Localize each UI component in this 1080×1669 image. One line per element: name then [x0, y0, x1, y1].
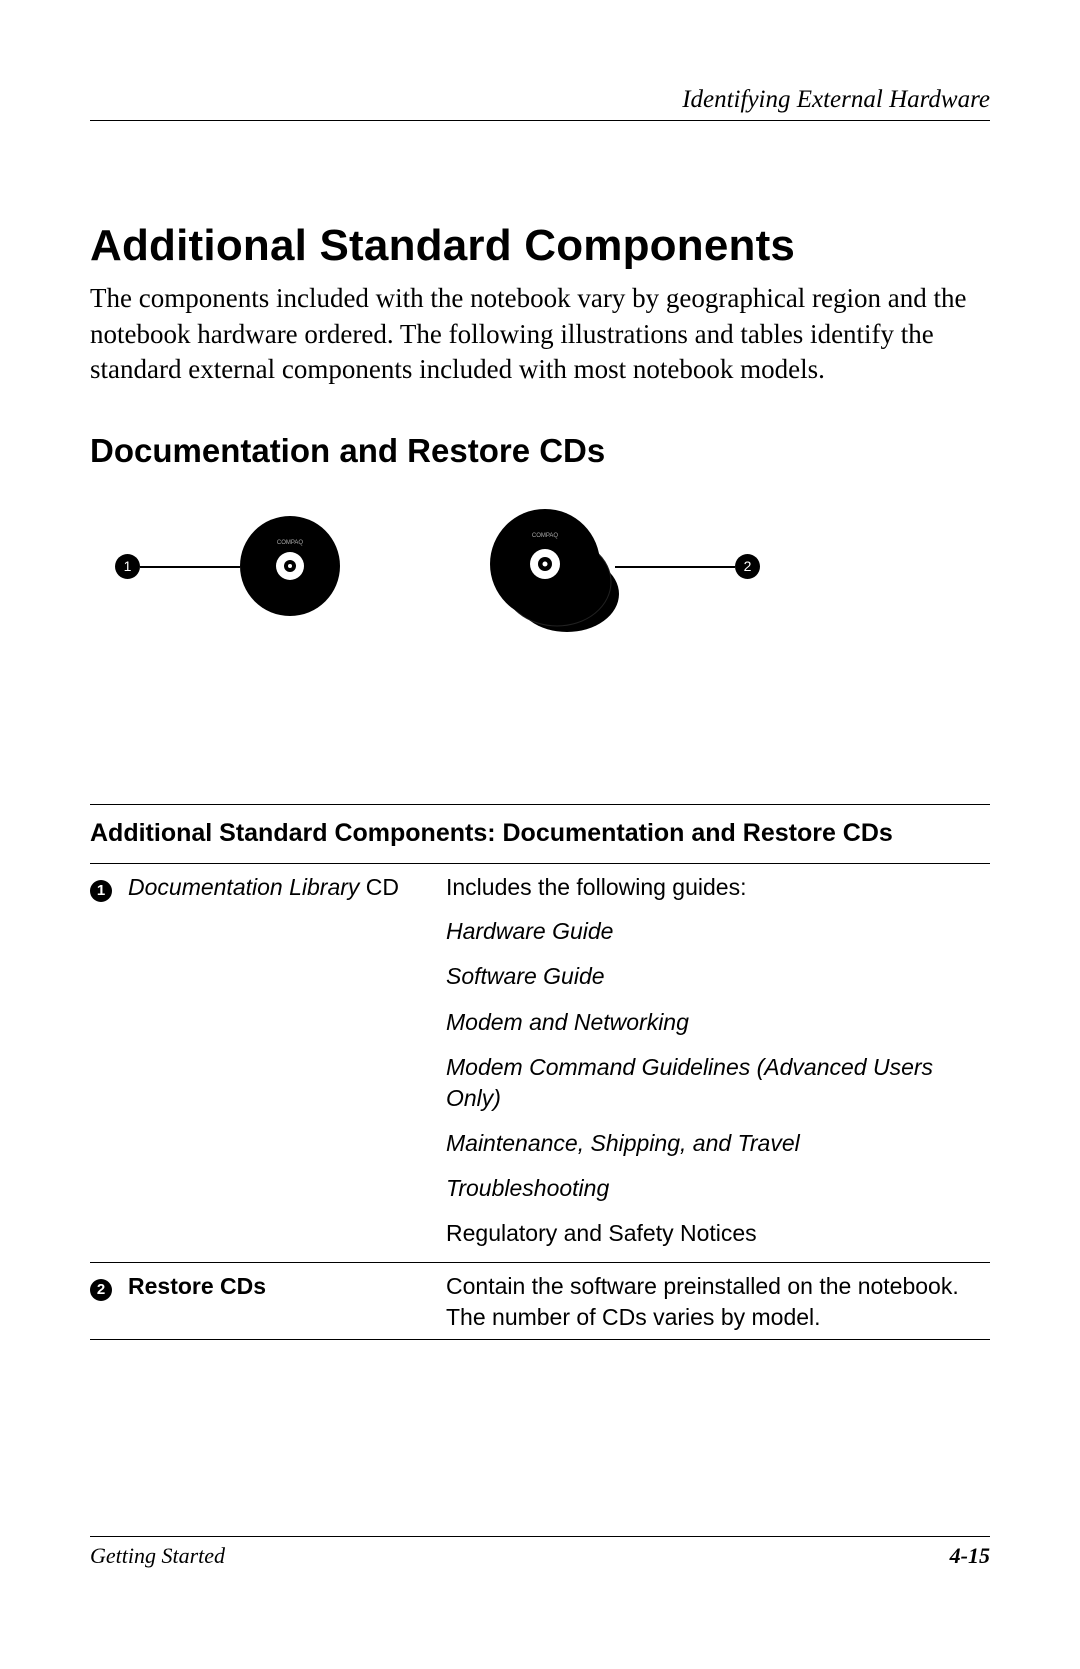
components-table: Additional Standard Components: Document… — [90, 804, 990, 1340]
guide-item: Software Guide — [446, 954, 982, 999]
table-row: 2 Restore CDs Contain the software prein… — [90, 1262, 990, 1339]
intro-paragraph: The components included with the noteboo… — [90, 281, 990, 388]
footer-right: 4-15 — [950, 1543, 990, 1569]
guide-item: Troubleshooting — [446, 1166, 982, 1211]
row-name-cell: Documentation Library CD — [128, 864, 446, 1262]
guide-item: Modem Command Guidelines (Advanced Users… — [446, 1045, 982, 1121]
row-callout-cell: 2 — [90, 1262, 128, 1339]
guide-item: Maintenance, Shipping, and Travel — [446, 1121, 982, 1166]
table-row: 1 Documentation Library CD Includes the … — [90, 864, 990, 1262]
row1-name-italic: Documentation Library — [128, 874, 359, 900]
row-callout-cell: 1 — [90, 864, 128, 1262]
header-rule — [90, 120, 990, 121]
cd-figure: 1 COMPAQ COMPAQ 2 — [90, 494, 990, 684]
table-bottom-rule — [90, 1339, 990, 1340]
cd-stack-icon: COMPAQ — [485, 504, 635, 644]
footer-row: Getting Started 4-15 — [90, 1543, 990, 1569]
chapter-title: Identifying External Hardware — [90, 86, 990, 114]
leader-line-2 — [615, 566, 735, 568]
guide-item: Hardware Guide — [446, 909, 982, 954]
table-caption: Additional Standard Components: Document… — [90, 805, 990, 864]
leader-line-1 — [140, 566, 240, 568]
components-table-body: 1 Documentation Library CD Includes the … — [90, 863, 990, 1339]
cd-single-icon: COMPAQ — [240, 516, 340, 616]
page-title: Additional Standard Components — [90, 221, 990, 271]
page-footer: Getting Started 4-15 — [90, 1536, 990, 1569]
document-page: Identifying External Hardware Additional… — [0, 0, 1080, 1669]
svg-text:COMPAQ: COMPAQ — [532, 533, 559, 539]
callout-symbol-2: 2 — [90, 1279, 112, 1301]
callout-badge-1: 1 — [115, 554, 140, 579]
guide-item: Modem and Networking — [446, 1000, 982, 1045]
callout-symbol-1: 1 — [90, 880, 112, 902]
guide-item-plain: Regulatory and Safety Notices — [446, 1211, 982, 1256]
row-desc-cell: Includes the following guides: Hardware … — [446, 864, 990, 1262]
svg-text:COMPAQ: COMPAQ — [277, 540, 304, 546]
callout-badge-2: 2 — [735, 554, 760, 579]
running-header: Identifying External Hardware — [90, 86, 990, 121]
footer-rule — [90, 1536, 990, 1537]
section-heading: Documentation and Restore CDs — [90, 432, 990, 470]
row-name-cell: Restore CDs — [128, 1262, 446, 1339]
row1-desc-lead: Includes the following guides: — [446, 874, 746, 900]
guide-list: Hardware Guide Software Guide Modem and … — [446, 909, 982, 1255]
row-desc-cell: Contain the software preinstalled on the… — [446, 1262, 990, 1339]
footer-left: Getting Started — [90, 1543, 225, 1569]
row1-name-plain: CD — [359, 874, 399, 900]
row2-desc: Contain the software preinstalled on the… — [446, 1273, 959, 1330]
row2-name-bold: Restore CDs — [128, 1273, 266, 1299]
